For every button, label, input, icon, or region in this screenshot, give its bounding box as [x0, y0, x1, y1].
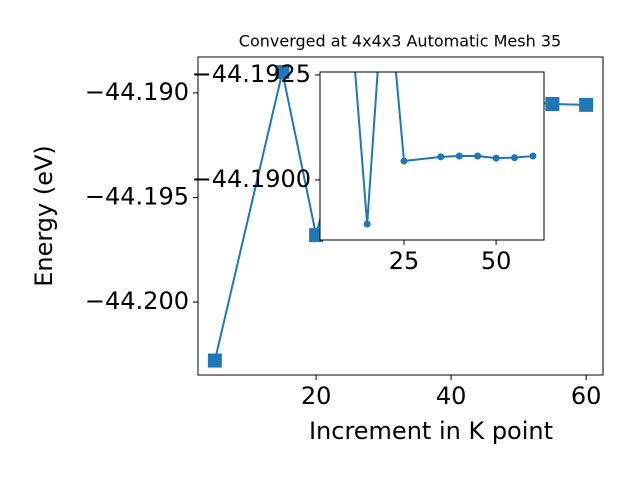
- x-tick-label: 20: [301, 382, 332, 410]
- chart-title: Converged at 4x4x3 Automatic Mesh 35: [239, 32, 561, 51]
- marker: [207, 353, 222, 368]
- axes-frame: [319, 71, 545, 241]
- marker: [529, 152, 537, 160]
- y-tick-label: −44.1900: [192, 165, 311, 193]
- marker: [511, 154, 519, 162]
- x-tick-label: 60: [571, 382, 602, 410]
- x-tick-label: 50: [481, 247, 512, 275]
- axes-background: [320, 72, 544, 240]
- marker: [455, 152, 463, 160]
- y-tick-label: −44.1925: [192, 60, 311, 88]
- y-tick-label: −44.190: [85, 78, 189, 106]
- marker: [492, 154, 500, 162]
- x-tick-label: 40: [436, 382, 467, 410]
- y-axis-label: Energy (eV): [30, 145, 58, 287]
- x-tick-label: 25: [389, 247, 420, 275]
- y-tick-label: −44.195: [85, 182, 189, 210]
- marker: [363, 220, 371, 228]
- line: [354, 72, 534, 225]
- marker: [474, 152, 482, 160]
- marker: [437, 153, 445, 161]
- axes-frame: [197, 56, 604, 376]
- marker: [400, 157, 408, 165]
- marker: [579, 97, 594, 112]
- plot-area: [354, 72, 537, 228]
- marker: [275, 65, 290, 80]
- y-tick-label: −44.200: [85, 287, 189, 315]
- x-axis-label: Increment in K point: [309, 417, 553, 445]
- marker: [545, 97, 560, 112]
